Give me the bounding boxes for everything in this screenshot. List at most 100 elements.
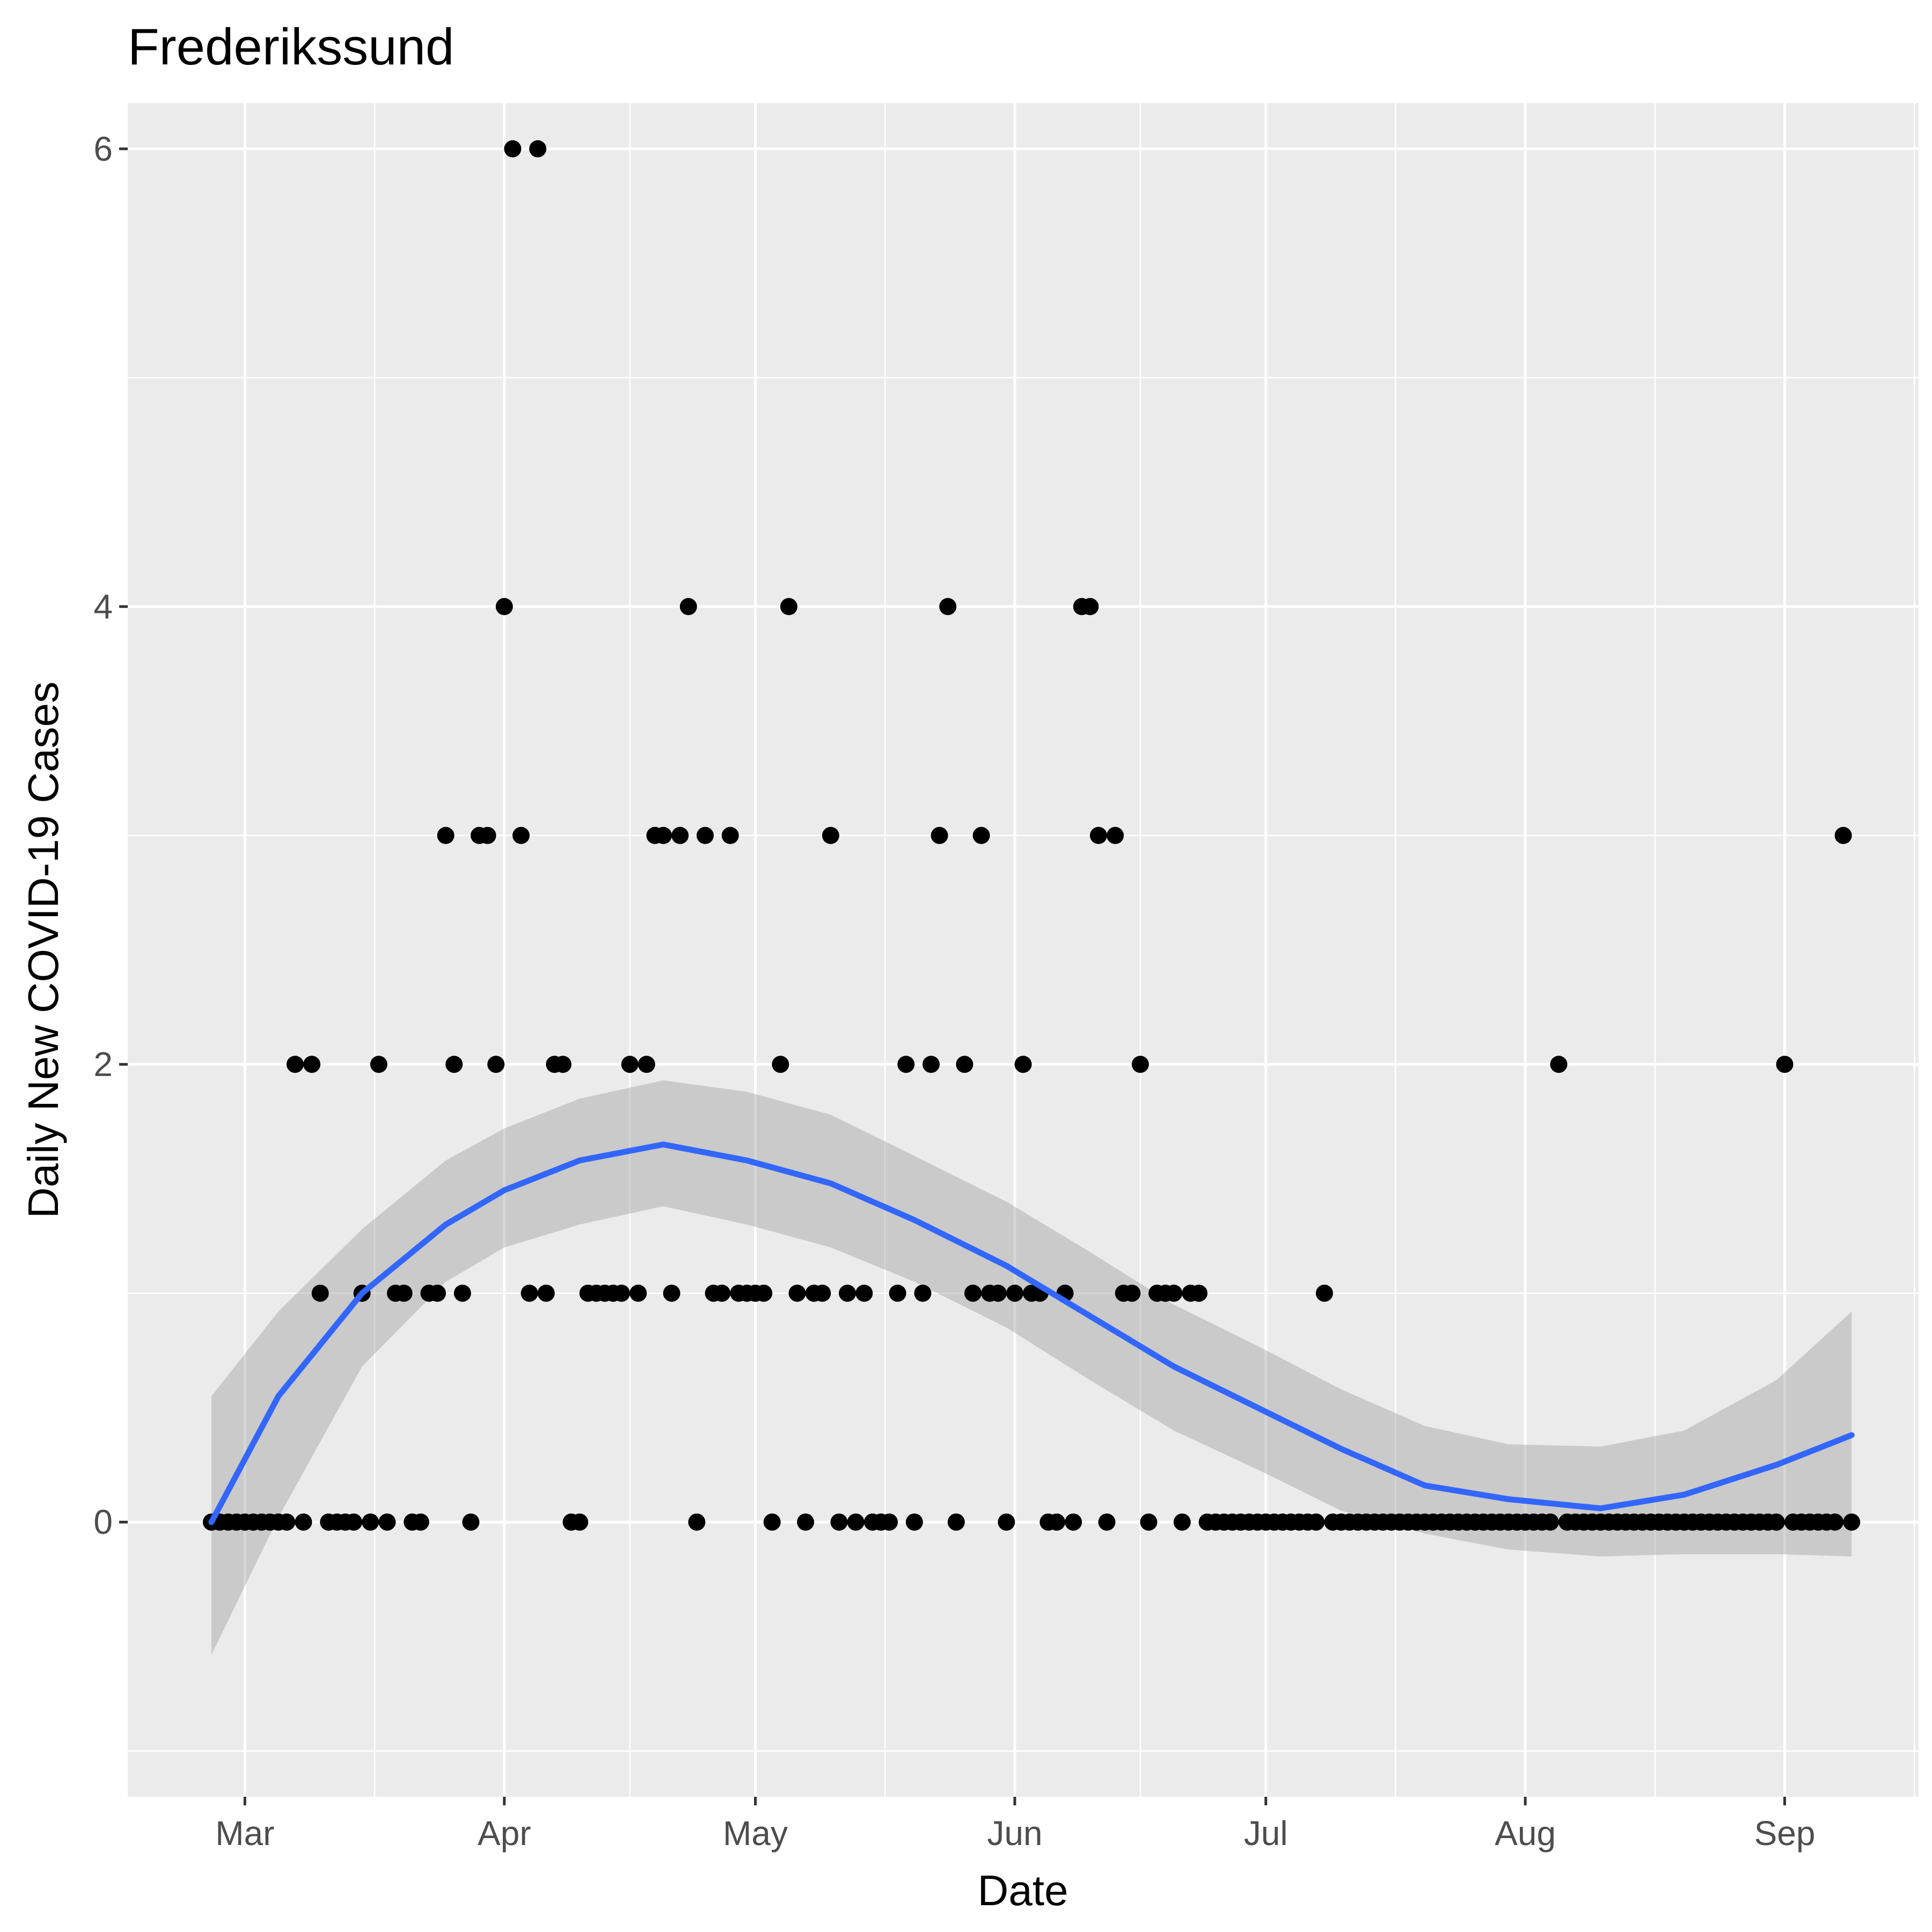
data-points	[202, 140, 1861, 1531]
data-point	[1834, 826, 1852, 844]
data-point	[295, 1513, 312, 1531]
data-point	[1776, 1056, 1794, 1073]
data-point	[504, 140, 522, 158]
data-point	[1843, 1513, 1861, 1531]
data-point	[529, 140, 547, 158]
smooth-line-layer	[208, 1141, 1855, 1525]
data-point	[286, 1056, 304, 1073]
data-point	[1307, 1513, 1325, 1531]
data-point	[453, 1284, 471, 1302]
data-point	[855, 1284, 873, 1302]
data-point	[1165, 1284, 1183, 1302]
data-point	[1065, 1513, 1082, 1531]
data-point	[445, 1056, 463, 1073]
data-point	[537, 1284, 555, 1302]
data-point	[1014, 1056, 1032, 1073]
data-point	[797, 1513, 815, 1531]
data-point	[1541, 1513, 1559, 1531]
x-tick-label: Sep	[1754, 1814, 1816, 1853]
data-point	[630, 1284, 647, 1302]
data-point	[638, 1056, 655, 1073]
data-point	[814, 1284, 831, 1302]
data-point	[956, 1056, 974, 1073]
data-point	[1089, 826, 1107, 844]
data-point	[495, 598, 513, 616]
x-tick-label: May	[723, 1814, 788, 1853]
data-point	[830, 1513, 848, 1531]
data-point	[1140, 1513, 1158, 1531]
data-point	[613, 1284, 631, 1302]
data-point	[897, 1056, 915, 1073]
smooth-line	[208, 1141, 1855, 1525]
data-point	[972, 826, 990, 844]
y-axis-title: Daily New COVID-19 Cases	[19, 682, 67, 1218]
data-point	[479, 826, 496, 844]
data-point	[889, 1284, 906, 1302]
data-point	[989, 1284, 1007, 1302]
data-point	[571, 1513, 589, 1531]
data-point	[1098, 1513, 1116, 1531]
x-axis-title: Date	[978, 1867, 1069, 1914]
data-point	[412, 1513, 429, 1531]
x-tick-label: Aug	[1495, 1814, 1556, 1853]
data-point	[345, 1513, 363, 1531]
data-point	[1048, 1513, 1065, 1531]
y-tick-label: 2	[93, 1045, 113, 1084]
data-point	[881, 1513, 898, 1531]
data-point	[554, 1056, 572, 1073]
data-point	[1315, 1284, 1333, 1302]
data-point	[512, 826, 530, 844]
data-point	[671, 826, 689, 844]
data-point	[755, 1284, 773, 1302]
data-point	[947, 1513, 965, 1531]
data-point	[1550, 1056, 1568, 1073]
data-point	[780, 598, 797, 616]
data-point	[1081, 598, 1099, 616]
data-point	[395, 1284, 413, 1302]
data-point	[437, 826, 455, 844]
x-tick-label: Mar	[215, 1814, 274, 1853]
y-tick-label: 0	[93, 1503, 113, 1541]
y-tick-label: 4	[93, 587, 113, 626]
data-point	[721, 826, 739, 844]
data-point	[688, 1513, 706, 1531]
data-point	[763, 1513, 781, 1531]
data-point	[964, 1284, 982, 1302]
data-point	[428, 1284, 446, 1302]
data-point	[663, 1284, 680, 1302]
data-point	[696, 826, 714, 844]
data-point	[1173, 1513, 1191, 1531]
data-point	[303, 1056, 321, 1073]
data-point	[1131, 1056, 1149, 1073]
confidence-band	[211, 1080, 1852, 1655]
data-point	[939, 598, 957, 616]
chart-title: Frederikssund	[128, 18, 454, 76]
data-point	[1190, 1284, 1208, 1302]
y-axis: 0 2 4 6	[93, 129, 128, 1541]
data-point	[822, 826, 839, 844]
data-point	[931, 826, 948, 844]
data-point	[378, 1513, 396, 1531]
data-point	[521, 1284, 538, 1302]
data-point	[1767, 1513, 1785, 1531]
data-point	[772, 1056, 789, 1073]
data-point	[370, 1056, 387, 1073]
data-point	[1123, 1284, 1141, 1302]
data-point	[679, 598, 697, 616]
y-tick-label: 6	[93, 129, 113, 168]
data-point	[914, 1284, 932, 1302]
data-point	[362, 1513, 379, 1531]
data-point	[462, 1513, 480, 1531]
data-point	[278, 1513, 296, 1531]
data-point	[311, 1284, 329, 1302]
data-point	[713, 1284, 731, 1302]
data-point	[905, 1513, 923, 1531]
data-point	[487, 1056, 505, 1073]
data-point	[839, 1284, 857, 1302]
x-tick-label: Jul	[1244, 1814, 1288, 1853]
data-point	[847, 1513, 865, 1531]
data-point	[922, 1056, 940, 1073]
data-point	[1826, 1513, 1844, 1531]
x-axis: Mar Apr May Jun Jul Aug Sep	[215, 1797, 1815, 1853]
